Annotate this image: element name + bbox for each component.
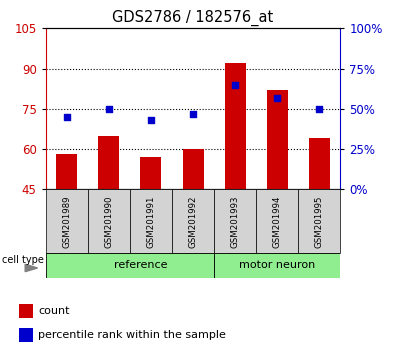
FancyBboxPatch shape [298, 189, 340, 253]
Text: cell type: cell type [2, 255, 44, 265]
Text: GSM201994: GSM201994 [273, 195, 282, 247]
Text: reference: reference [114, 261, 167, 270]
Bar [98, 136, 119, 189]
Point [232, 82, 238, 87]
Text: GSM201989: GSM201989 [62, 195, 71, 247]
Text: count: count [38, 306, 70, 316]
Text: GSM201995: GSM201995 [315, 195, 324, 247]
Point [190, 111, 196, 116]
Bar [140, 157, 162, 189]
Bar [309, 138, 330, 189]
FancyBboxPatch shape [172, 189, 214, 253]
Point [274, 95, 280, 101]
FancyBboxPatch shape [46, 253, 214, 278]
Bar [267, 90, 288, 189]
Text: GSM201993: GSM201993 [230, 195, 240, 247]
Title: GDS2786 / 182576_at: GDS2786 / 182576_at [112, 9, 274, 25]
FancyBboxPatch shape [214, 189, 256, 253]
Text: GSM201991: GSM201991 [146, 195, 156, 247]
Point [316, 106, 322, 112]
Point [106, 106, 112, 112]
Bar [224, 63, 246, 189]
FancyBboxPatch shape [214, 253, 340, 278]
Polygon shape [25, 264, 37, 272]
Point [148, 117, 154, 123]
Text: GSM201992: GSM201992 [189, 195, 197, 247]
Bar [20, 304, 33, 318]
Text: percentile rank within the sample: percentile rank within the sample [38, 330, 226, 340]
FancyBboxPatch shape [256, 189, 298, 253]
Bar [56, 154, 77, 189]
Point [64, 114, 70, 120]
Text: GSM201990: GSM201990 [104, 195, 113, 247]
FancyBboxPatch shape [46, 189, 88, 253]
Text: motor neuron: motor neuron [239, 261, 315, 270]
FancyBboxPatch shape [130, 189, 172, 253]
Bar [20, 328, 33, 342]
Bar [183, 149, 203, 189]
FancyBboxPatch shape [88, 189, 130, 253]
